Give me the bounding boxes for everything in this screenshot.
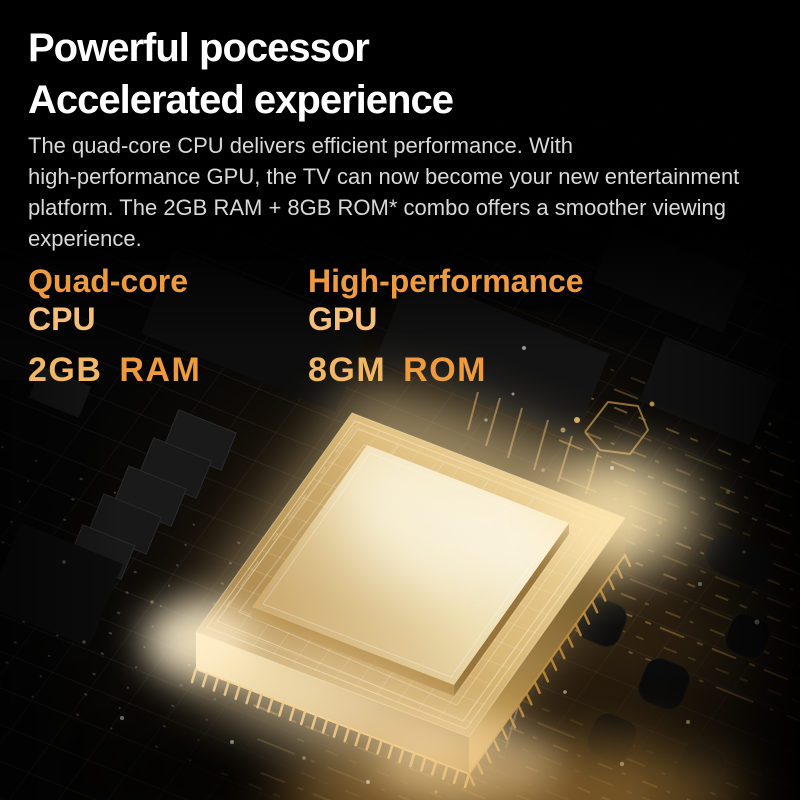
description-line: experience.: [28, 226, 142, 251]
description-line: high-performance GPU, the TV can now bec…: [28, 164, 740, 189]
feature-gpu-title: High-performance GPU: [308, 262, 772, 338]
rom-size-value: 8GM: [308, 351, 387, 389]
feature-gpu-title-line-2: GPU: [308, 301, 378, 337]
feature-gpu-spec: 8GM ROM: [308, 351, 772, 390]
description-line: platform. The 2GB RAM + 8GB ROM* combo o…: [28, 195, 726, 220]
feature-gpu: High-performance GPU 8GM ROM: [308, 262, 772, 390]
title-line-1: Powerful pocessor: [28, 26, 370, 70]
feature-gpu-title-line-1: High-performance: [308, 263, 584, 299]
feature-cpu-spec: 2GB RAM: [28, 351, 308, 390]
title-line-2: Accelerated experience: [28, 78, 454, 122]
description-line: The quad-core CPU delivers efficient per…: [28, 133, 573, 158]
feature-cpu-title-line-2: CPU: [28, 301, 96, 337]
feature-cpu-title: Quad-core CPU: [28, 262, 308, 338]
ram-size-value: 2GB: [28, 351, 103, 389]
feature-cpu-title-line-1: Quad-core: [28, 263, 189, 299]
rom-size-unit: ROM: [403, 351, 487, 389]
ram-size-unit: RAM: [119, 351, 202, 389]
banner-content: Powerful pocessor Accelerated experience…: [28, 22, 772, 390]
feature-columns: Quad-core CPU 2GB RAM High-performance G…: [28, 262, 772, 390]
feature-cpu: Quad-core CPU 2GB RAM: [28, 262, 308, 390]
hero-description: The quad-core CPU delivers efficient per…: [28, 130, 772, 254]
golden-chip: [50, 385, 800, 800]
page-title: Powerful pocessor Accelerated experience: [28, 22, 772, 126]
